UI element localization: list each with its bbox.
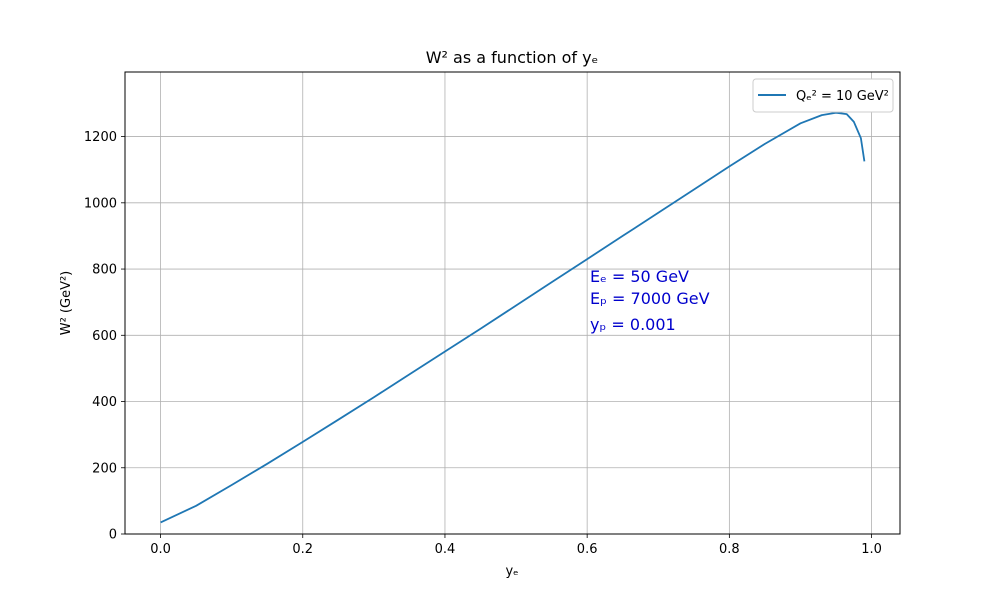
- x-tick-label: 0.8: [719, 542, 740, 557]
- series-layer: [160, 111, 866, 524]
- y-tick-label: 0: [109, 528, 117, 543]
- x-tick-label: 0.6: [577, 542, 598, 557]
- x-axis-label: yₑ: [505, 564, 518, 579]
- x-tick-label: 0.4: [435, 542, 456, 557]
- legend-label: Qₑ² = 10 GeV²: [796, 89, 889, 104]
- annotation-ep: Eₚ = 7000 GeV: [590, 289, 710, 308]
- ticks: 0.0 0.2 0.4 0.6 0.8 1.0 0 200 400 600 800 1000 1200: [84, 130, 882, 557]
- plot-frame: [124, 71, 901, 535]
- annotation-ee: Eₑ = 50 GeV: [590, 267, 689, 286]
- y-tick-label: 1000: [84, 196, 117, 211]
- x-tick-label: 0.2: [292, 542, 313, 557]
- chart-title: W² as a function of yₑ: [426, 48, 599, 67]
- y-tick-label: 1200: [84, 130, 117, 145]
- series-line: [160, 111, 866, 524]
- annotation-yp: yₚ = 0.001: [590, 315, 676, 334]
- x-tick-label: 1.0: [861, 542, 882, 557]
- y-axis-label: W² (GeV²): [59, 271, 74, 336]
- y-tick-label: 600: [92, 329, 117, 344]
- y-tick-label: 800: [92, 263, 117, 278]
- annotation-block: Eₑ = 50 GeV Eₚ = 7000 GeV yₚ = 0.001: [590, 267, 710, 334]
- y-tick-label: 400: [92, 395, 117, 410]
- legend-box: [752, 78, 894, 113]
- y-tick-label: 200: [92, 461, 117, 476]
- legend: Qₑ² = 10 GeV²: [752, 78, 894, 113]
- x-tick-label: 0.0: [150, 542, 171, 557]
